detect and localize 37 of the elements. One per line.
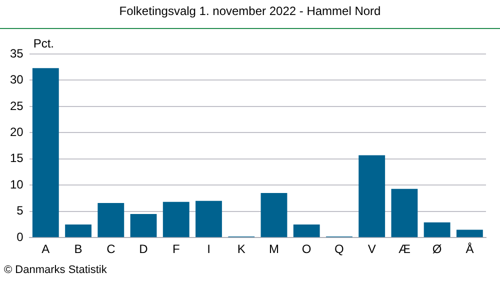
- x-tick-label: O: [302, 242, 312, 256]
- x-tick-label: A: [42, 242, 50, 256]
- bar: [358, 155, 386, 238]
- bar: [130, 214, 157, 238]
- x-tick-label: Å: [466, 242, 474, 256]
- x-tick-label: K: [237, 242, 246, 256]
- x-tick-label: I: [207, 242, 210, 256]
- bar: [32, 68, 59, 238]
- x-tick-label: B: [74, 242, 82, 256]
- text: © Danmarks Statistik: [4, 264, 107, 276]
- x-tick-label: Æ: [398, 242, 410, 256]
- x-tick-label: M: [268, 242, 279, 256]
- bar: [456, 230, 483, 238]
- bar: [293, 224, 320, 238]
- y-tick-label: 10: [10, 177, 24, 192]
- x-tick-label: C: [106, 242, 116, 256]
- chart-title: Folketingsvalg 1. november 2022 - Hammel Nord: [118, 3, 382, 20]
- bar: [260, 193, 288, 238]
- y-tick-label: 0: [16, 230, 24, 244]
- bar: [162, 202, 190, 238]
- x-tick-label: D: [139, 242, 148, 256]
- x-tick-label: V: [368, 242, 376, 256]
- x-tick-label: F: [172, 242, 180, 256]
- y-tick-label: 30: [10, 72, 24, 87]
- y-tick-label: 25: [10, 98, 24, 113]
- bar: [65, 224, 92, 238]
- x-tick-label: Ø: [432, 242, 442, 256]
- bar: [98, 202, 124, 238]
- bar: [391, 188, 418, 238]
- x-tick-label: Q: [334, 242, 344, 256]
- y-tick-label: 5: [16, 204, 24, 218]
- y-axis-title: Pct.: [33, 36, 54, 50]
- bar: [196, 200, 222, 238]
- bar: [424, 222, 450, 238]
- y-tick-label: 20: [10, 125, 24, 139]
- y-tick-label: 35: [10, 46, 24, 60]
- y-tick-label: 15: [10, 151, 24, 166]
